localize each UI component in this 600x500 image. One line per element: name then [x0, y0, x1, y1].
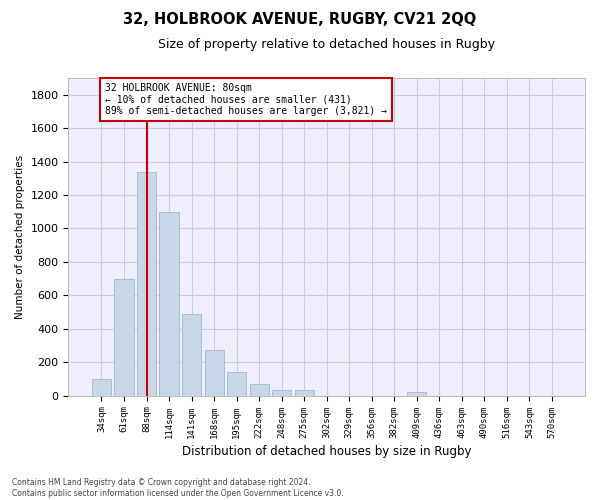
Text: Contains HM Land Registry data © Crown copyright and database right 2024.
Contai: Contains HM Land Registry data © Crown c…	[12, 478, 344, 498]
Bar	[227, 372, 246, 396]
Bar	[160, 212, 179, 396]
X-axis label: Distribution of detached houses by size in Rugby: Distribution of detached houses by size …	[182, 444, 472, 458]
Y-axis label: Number of detached properties: Number of detached properties	[15, 155, 25, 319]
Text: 32 HOLBROOK AVENUE: 80sqm
← 10% of detached houses are smaller (431)
89% of semi: 32 HOLBROOK AVENUE: 80sqm ← 10% of detac…	[105, 83, 387, 116]
Text: 32, HOLBROOK AVENUE, RUGBY, CV21 2QQ: 32, HOLBROOK AVENUE, RUGBY, CV21 2QQ	[124, 12, 476, 28]
Bar	[407, 392, 427, 396]
Bar	[295, 390, 314, 396]
Bar	[137, 172, 156, 396]
Bar	[250, 384, 269, 396]
Bar	[205, 350, 224, 396]
Bar	[115, 278, 134, 396]
Bar	[182, 314, 201, 396]
Title: Size of property relative to detached houses in Rugby: Size of property relative to detached ho…	[158, 38, 495, 51]
Bar	[92, 379, 111, 396]
Bar	[272, 390, 291, 396]
